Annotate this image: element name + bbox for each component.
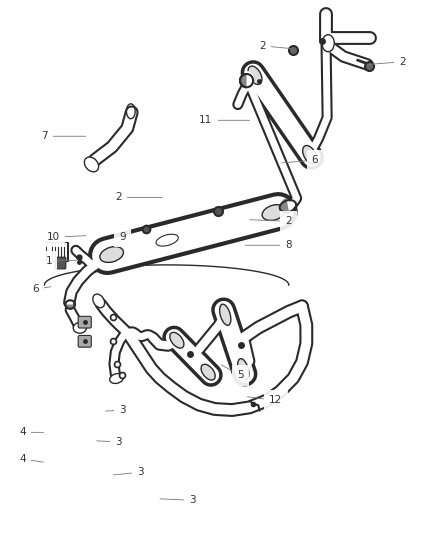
Text: 2: 2: [115, 192, 162, 203]
Ellipse shape: [73, 322, 86, 333]
FancyBboxPatch shape: [78, 335, 91, 347]
Text: 9: 9: [118, 232, 126, 243]
Text: 3: 3: [113, 467, 144, 477]
Text: 8: 8: [245, 240, 292, 250]
Text: 11: 11: [199, 115, 250, 125]
Ellipse shape: [238, 359, 249, 380]
Ellipse shape: [170, 333, 184, 348]
Ellipse shape: [248, 66, 262, 85]
FancyBboxPatch shape: [55, 257, 66, 269]
Text: 5: 5: [221, 365, 244, 381]
Text: 4: 4: [19, 427, 43, 438]
Text: 6: 6: [32, 285, 51, 294]
Ellipse shape: [219, 304, 231, 325]
Wedge shape: [281, 198, 290, 215]
Text: 3: 3: [97, 437, 122, 447]
Text: 12: 12: [247, 395, 283, 406]
Text: 10: 10: [46, 232, 86, 243]
Text: 4: 4: [19, 454, 43, 464]
Text: 1: 1: [46, 256, 77, 266]
Text: 2: 2: [259, 41, 291, 51]
Text: 6: 6: [283, 155, 318, 165]
Ellipse shape: [85, 157, 99, 172]
Text: 3: 3: [160, 495, 196, 505]
Ellipse shape: [93, 294, 105, 308]
FancyBboxPatch shape: [78, 316, 91, 328]
Wedge shape: [66, 304, 74, 310]
Ellipse shape: [100, 247, 124, 262]
Ellipse shape: [240, 74, 253, 87]
Ellipse shape: [303, 146, 317, 164]
Wedge shape: [247, 71, 254, 90]
Text: 3: 3: [106, 405, 126, 415]
Ellipse shape: [110, 374, 124, 383]
Ellipse shape: [201, 365, 215, 380]
Text: 2: 2: [367, 57, 406, 67]
Text: 2: 2: [250, 216, 292, 227]
Text: 7: 7: [41, 131, 86, 141]
Ellipse shape: [262, 205, 286, 221]
